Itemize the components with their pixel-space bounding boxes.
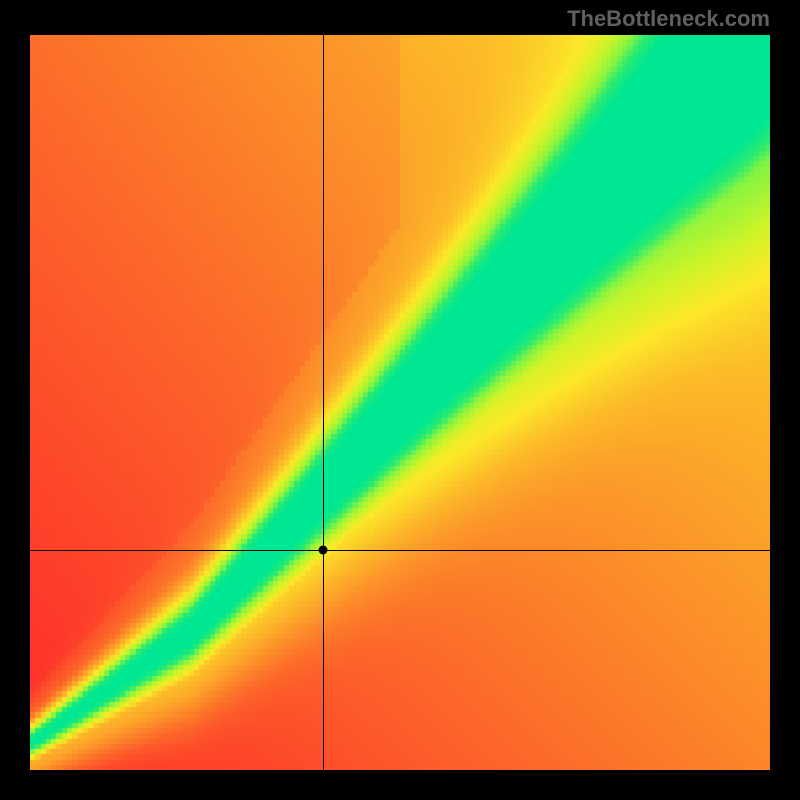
crosshair-horizontal	[30, 550, 770, 551]
crosshair-vertical	[323, 35, 324, 770]
heatmap-canvas	[30, 35, 770, 770]
watermark-text: TheBottleneck.com	[567, 6, 770, 32]
plot-area	[30, 35, 770, 770]
marker-point	[319, 545, 328, 554]
